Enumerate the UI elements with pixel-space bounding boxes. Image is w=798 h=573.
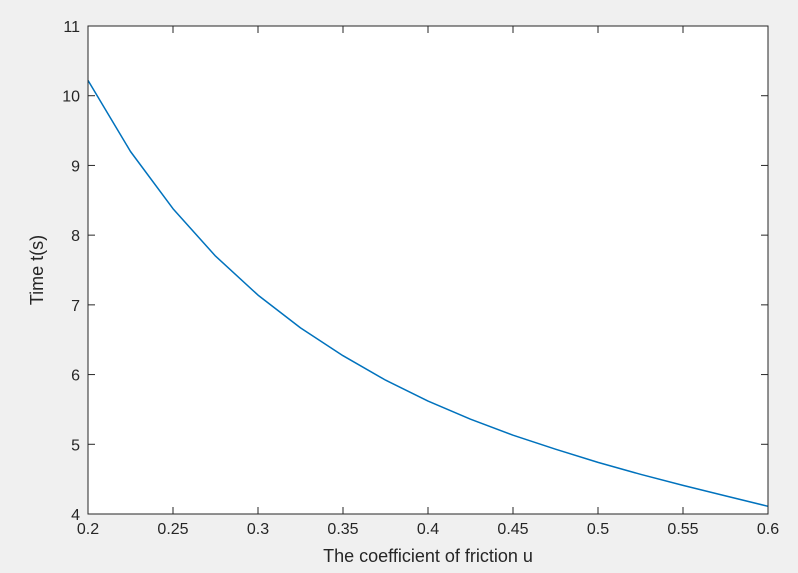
x-tick-label: 0.25 [157,521,188,538]
x-tick-label: 0.55 [667,521,698,538]
y-tick-label: 9 [71,158,80,175]
x-tick-label: 0.5 [587,521,609,538]
y-tick-label: 10 [62,89,80,106]
y-tick-label: 5 [71,437,80,454]
x-tick-label: 0.6 [757,521,779,538]
y-tick-label: 7 [71,298,80,315]
y-axis-label: Time t(s) [27,235,47,305]
y-tick-label: 8 [71,228,80,245]
x-tick-label: 0.4 [417,521,439,538]
tick-labels-layer: 0.2 0.25 0.3 0.35 0.4 0.45 0.5 0.55 0.6 4 5 6 7 8 9 10 1… [62,19,779,538]
series-layer [87,80,769,508]
y-tick-label: 6 [71,368,80,385]
plot-area [88,26,768,514]
x-tick-label: 0.3 [247,521,269,538]
x-axis-label: The coefficient of friction u [323,546,533,566]
series-line [87,80,769,508]
y-tick-label: 11 [63,19,80,36]
plot-frame [87,25,769,515]
x-tick-label: 0.45 [497,521,528,538]
x-tick-label: 0.2 [77,521,99,538]
x-tick-label: 0.35 [327,521,358,538]
y-tick-label: 4 [71,507,80,524]
